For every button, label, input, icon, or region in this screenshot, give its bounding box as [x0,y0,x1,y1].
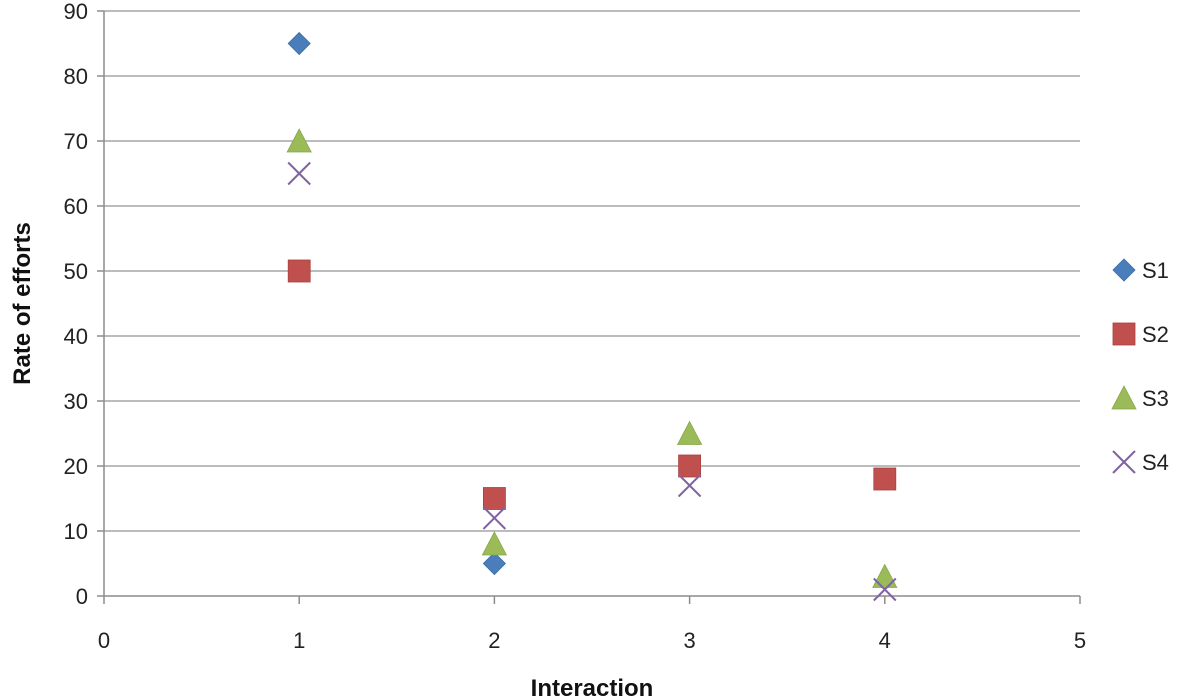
legend-item-s3: S3 [1111,385,1169,411]
legend-marker-s1 [1112,258,1136,282]
data-point-s4-x4 [873,577,897,602]
legend-label: S3 [1142,386,1169,411]
data-points [286,31,898,602]
x-tick-label: 5 [1074,628,1086,653]
data-point-s2-x3 [678,454,701,478]
data-point-s2-x1 [287,259,311,283]
legend-item-s4: S4 [1112,450,1169,475]
y-tick-label: 40 [64,324,88,349]
x-tick-label: 3 [683,628,695,653]
axes [97,10,1081,604]
legend: S1 S2 S3 S4 [1111,258,1169,475]
legend-marker-s3 [1111,385,1137,410]
y-tick-label: 80 [64,64,88,89]
y-tick-label: 50 [64,259,88,284]
gridlines [104,10,1080,532]
legend-label: S2 [1142,322,1169,347]
data-point-s3-x3 [676,420,703,445]
y-tick-label: 10 [64,519,88,544]
legend-label: S1 [1142,258,1169,283]
data-point-s2-x2 [482,487,506,510]
cross-stroke [677,473,702,498]
cross-stroke [1112,450,1136,474]
cross-stroke [287,161,311,186]
y-tick-label: 30 [64,389,88,414]
data-point-s2-x4 [873,467,897,491]
y-axis-title: Rate of efforts [9,222,36,385]
data-point-s1-x1 [287,31,311,56]
cross-stroke [482,506,507,530]
y-tick-label: 70 [64,129,88,154]
y-tick-label: 0 [76,584,88,609]
legend-marker-s4 [1112,450,1136,474]
y-tick-label: 60 [64,194,88,219]
data-point-s4-x1 [287,161,311,186]
x-axis-title: Interaction [531,675,654,699]
cross-stroke [873,577,897,602]
data-point-s3-x1 [286,128,312,153]
data-point-s4-x3 [677,473,702,498]
data-point-s3-x2 [481,531,508,556]
legend-marker-s2 [1112,322,1136,346]
x-tick-label: 0 [98,628,110,653]
x-tick-label: 4 [879,628,891,653]
legend-item-s1: S1 [1112,258,1169,283]
legend-item-s2: S2 [1112,322,1169,347]
y-tick-label: 90 [64,0,88,24]
x-tick-label: 2 [488,628,500,653]
data-point-s3-x4 [872,563,898,588]
tick-labels: 0 10 20 30 40 50 60 70 80 90 0 1 2 3 4 5 [64,0,1087,653]
y-tick-label: 20 [64,454,88,479]
data-point-s1-x2 [482,551,506,576]
x-tick-label: 1 [293,628,305,653]
legend-label: S4 [1142,450,1169,475]
data-point-s4-x2 [482,506,507,530]
